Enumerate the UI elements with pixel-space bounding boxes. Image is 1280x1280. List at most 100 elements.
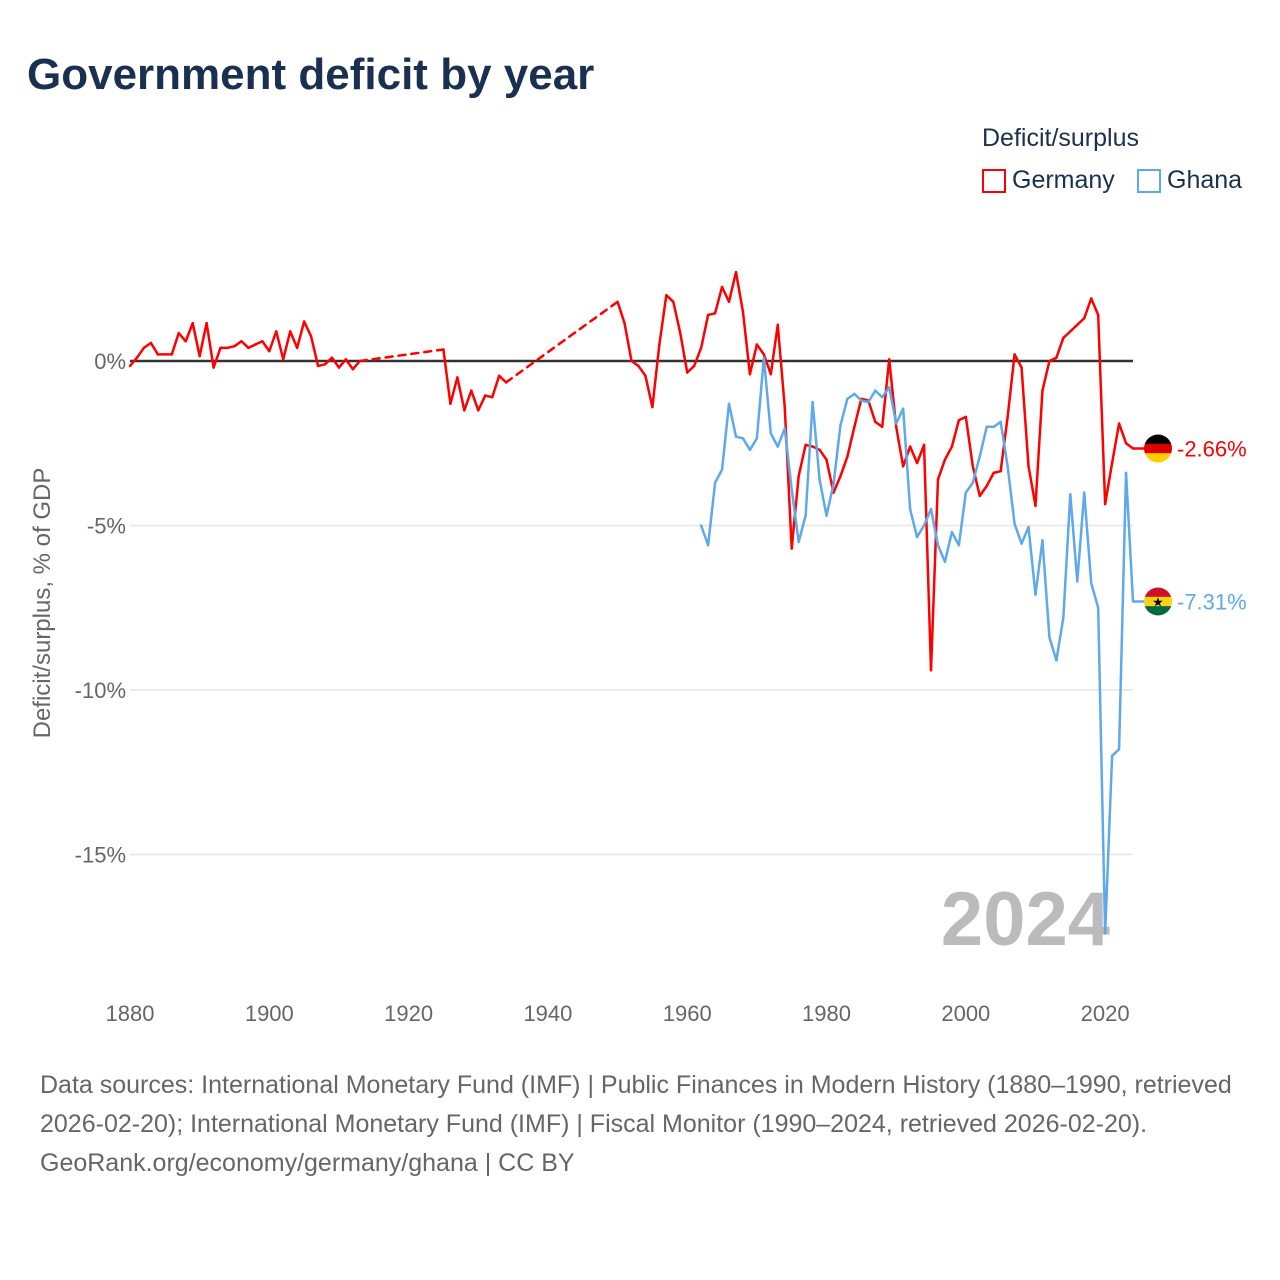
ghana-line-segment — [874, 389, 884, 399]
ghana-line-segment — [727, 402, 738, 438]
germany-line-segment — [504, 300, 619, 384]
germany-line-segment — [247, 343, 257, 350]
germany-line-segment — [1110, 422, 1121, 465]
ghana-line-segment — [818, 478, 828, 517]
legend-label: Germany — [1012, 166, 1115, 194]
y-tick-label: 0% — [94, 349, 126, 374]
germany-line-segment — [149, 341, 160, 356]
x-tick-label: 2000 — [941, 1001, 990, 1026]
germany-line-segment — [1020, 366, 1030, 468]
germany-line-segment — [971, 465, 982, 498]
ghana-line-segment — [929, 507, 940, 547]
germany-line-segment — [1089, 297, 1100, 317]
germany-line-segment — [713, 285, 724, 315]
germany-line-segment — [1117, 422, 1128, 445]
ghana-line-segment — [887, 386, 898, 425]
legend-item-germany[interactable]: Germany — [982, 166, 1115, 195]
legend-label: Ghana — [1167, 166, 1243, 194]
y-axis-label: Deficit/surplus, % of GDP — [29, 468, 56, 739]
germany-line-segment — [198, 321, 208, 358]
footer: Data sources: International Monetary Fun… — [40, 1066, 1240, 1183]
germany-line-segment — [846, 425, 856, 458]
ghana-line-segment — [1020, 525, 1030, 545]
germany-line-segment — [685, 364, 696, 374]
legend-title: Deficit/surplus — [982, 124, 1139, 152]
ghana-line-segment — [776, 427, 786, 448]
ghana-line-segment — [720, 402, 731, 471]
germany-line-segment — [463, 389, 473, 412]
germany-line-segment — [1006, 353, 1016, 419]
x-tick-label: 1900 — [245, 1001, 294, 1026]
germany-line-segment — [449, 376, 459, 406]
germany-line-segment — [470, 389, 480, 412]
chart-title: Government deficit by year — [27, 50, 595, 99]
ghana-line-segment — [748, 437, 759, 452]
germany-line-segment — [637, 364, 647, 378]
germany-line-segment — [490, 374, 501, 399]
germany-line-segment — [212, 346, 222, 369]
germany-line-segment — [1034, 389, 1044, 508]
germany-line-segment — [658, 293, 668, 346]
ghana-line-segment — [992, 420, 1002, 429]
germany-line-segment — [665, 293, 675, 304]
legend-swatch-ghana — [1137, 168, 1161, 193]
ghana-line-segment — [769, 432, 780, 448]
germany-line-segment — [672, 300, 682, 335]
germany-line-segment — [755, 343, 766, 356]
ghana-line-segment — [950, 530, 961, 547]
ghana-line-segment — [1103, 754, 1114, 935]
germany-flag-icon — [1144, 434, 1172, 463]
ghana-line-segment — [804, 400, 814, 517]
germany-line-segment — [309, 335, 320, 368]
ghana-line-segment — [881, 386, 891, 399]
germany-line-segment — [281, 330, 292, 361]
germany-line-segment — [456, 376, 466, 412]
ghana-line-segment — [1117, 471, 1128, 751]
germany-line-segment — [240, 340, 250, 350]
germany-line-segment — [776, 323, 786, 409]
germany-line-segment — [922, 443, 933, 672]
x-tick-label: 1920 — [384, 1001, 433, 1026]
legend-item-ghana[interactable]: Ghana — [1137, 166, 1242, 195]
germany-line-segment — [950, 418, 961, 448]
germany-line-segment — [268, 330, 278, 353]
germany-line-segment — [351, 359, 362, 371]
germany-line-segment — [748, 343, 759, 376]
germany-line-segment — [358, 348, 445, 363]
ghana-line-segment — [811, 400, 821, 481]
germany-line-segment — [853, 397, 863, 429]
germany-line-segment — [1069, 323, 1079, 333]
germany-line-segment — [1082, 297, 1093, 320]
germany-line-segment — [651, 343, 661, 409]
ghana-line-segment — [706, 481, 717, 547]
germany-line-segment — [741, 310, 752, 376]
germany-line-segment — [797, 443, 807, 478]
germany-line-segment — [894, 425, 905, 468]
germany-line-segment — [275, 330, 285, 361]
germany-line-segment — [936, 458, 947, 481]
germany-line-segment — [1013, 353, 1023, 369]
germany-line-segment — [867, 399, 877, 424]
germany-line-segment — [142, 341, 153, 350]
ghana-line-segment — [901, 407, 912, 511]
germany-line-segment — [832, 474, 842, 494]
ghana-line-segment — [1013, 522, 1023, 545]
ghana-line-segment — [1048, 636, 1058, 662]
germany-line-segment — [295, 320, 306, 350]
ghana-line-segment — [699, 524, 710, 547]
year-watermark: 2024 — [941, 877, 1110, 962]
ghana-line-segment — [825, 483, 835, 517]
y-tick-label: -15% — [75, 843, 126, 868]
ghana-line-segment — [846, 392, 856, 401]
germany-line-segment — [191, 321, 201, 358]
germany-line-segment — [233, 340, 243, 348]
germany-line-segment — [699, 313, 710, 350]
x-tick-label: 1940 — [523, 1001, 572, 1026]
germany-line-segment — [692, 346, 703, 368]
ghana-line-segment — [713, 468, 724, 484]
ghana-line-segment — [1089, 581, 1100, 609]
germany-line-segment — [915, 443, 926, 465]
germany-line-segment — [818, 448, 828, 461]
germany-line-segment — [337, 358, 348, 369]
